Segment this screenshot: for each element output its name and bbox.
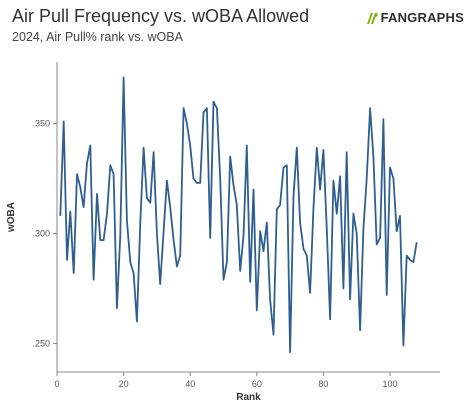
x-tick-label: 40: [185, 379, 195, 389]
series-line: [59, 76, 418, 354]
y-axis-label: wOBA: [6, 202, 17, 233]
y-axis-ticks: .250 .300 .350: [32, 119, 57, 348]
x-tick-label: 80: [318, 379, 328, 389]
brand-text: FANGRAPHS: [380, 10, 464, 25]
y-tick-label: .300: [32, 228, 50, 238]
chart-title: Air Pull Frequency vs. wOBA Allowed: [12, 6, 310, 26]
fangraphs-logo: FANGRAPHS: [365, 10, 464, 25]
x-tick-label: 0: [54, 379, 59, 389]
y-tick-label: .350: [32, 119, 50, 129]
fangraphs-logo-icon: [365, 11, 379, 25]
x-tick-label: 20: [119, 379, 129, 389]
x-axis-label: Rank: [236, 392, 261, 403]
x-tick-label: 100: [383, 379, 398, 389]
chart-subtitle: 2024, Air Pull% rank vs. wOBA: [12, 30, 183, 44]
x-axis-ticks: 0 20 40 60 80 100: [54, 372, 398, 389]
x-tick-label: 60: [252, 379, 262, 389]
y-tick-label: .250: [32, 338, 50, 348]
